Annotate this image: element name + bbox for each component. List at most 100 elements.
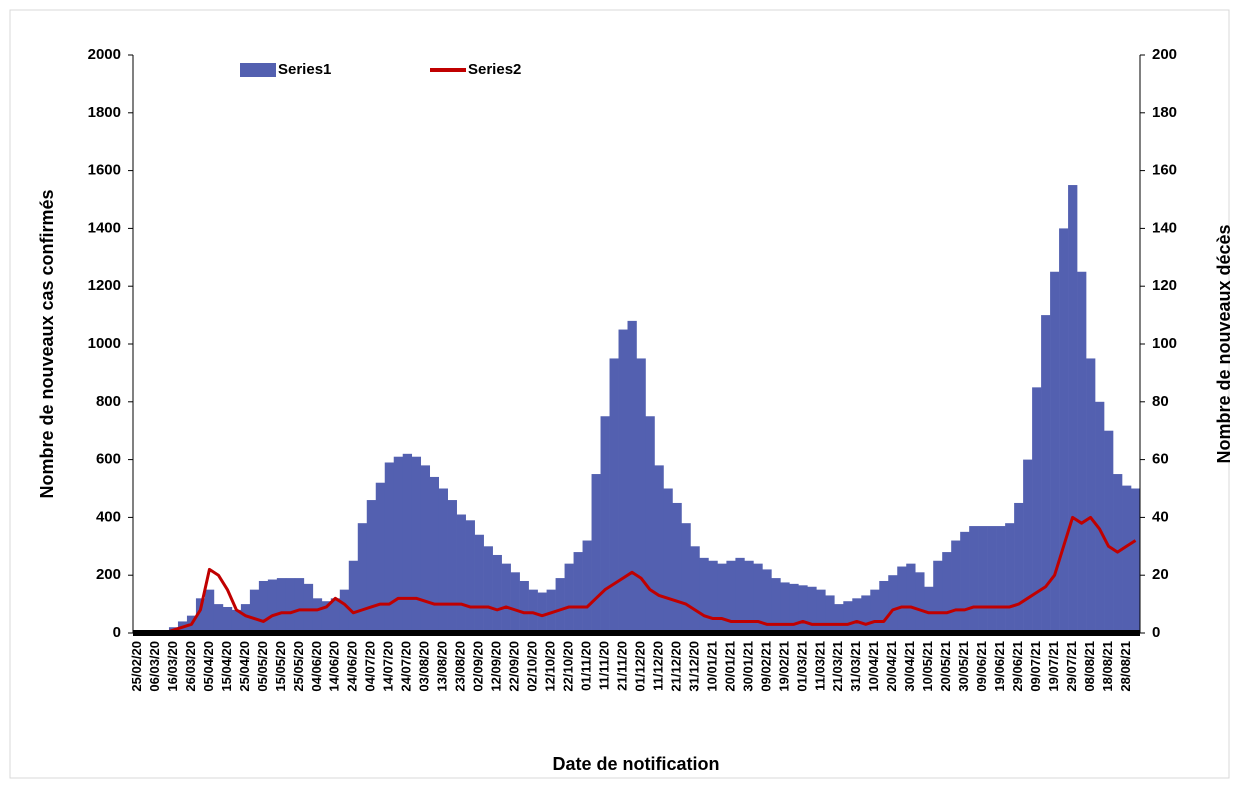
bar (780, 582, 790, 633)
y2-tick-label: 180 (1152, 104, 1177, 121)
bar (888, 575, 898, 633)
bar (510, 572, 520, 633)
bar (879, 580, 889, 633)
x-tick-label: 09/07/21 (1028, 641, 1043, 692)
bar (474, 534, 484, 633)
bar (213, 604, 224, 633)
bar (1095, 401, 1105, 633)
bar (564, 563, 574, 633)
bar (357, 523, 368, 633)
x-tick-label: 04/06/20 (309, 641, 324, 692)
bar (699, 557, 709, 633)
y-tick-label: 1200 (88, 277, 121, 294)
bar (951, 540, 961, 633)
bar (1041, 315, 1051, 633)
x-tick-label: 25/05/20 (291, 641, 306, 692)
bar (1059, 228, 1069, 633)
x-tick-label: 21/12/20 (668, 641, 683, 692)
bar (591, 474, 601, 633)
bar (348, 560, 359, 633)
bar (1032, 387, 1042, 633)
x-tick-label: 11/12/20 (650, 641, 665, 691)
y-tick-label: 200 (96, 566, 121, 583)
bar (195, 598, 206, 633)
x-tick-label: 21/11/20 (614, 641, 629, 691)
bar (870, 589, 880, 633)
y2-tick-label: 100 (1152, 335, 1177, 352)
bar (1104, 430, 1114, 633)
bar (411, 456, 422, 633)
bar (222, 606, 233, 633)
x-tick-label: 05/04/20 (201, 641, 216, 692)
bar (438, 488, 448, 633)
bar (312, 598, 323, 633)
bar (690, 546, 700, 633)
x-axis-title: Date de notification (552, 754, 719, 774)
bar (771, 578, 781, 633)
bar (366, 500, 377, 633)
legend-swatch (240, 63, 276, 77)
x-tick-label: 25/02/20 (129, 641, 144, 692)
x-tick-label: 24/07/20 (399, 641, 414, 692)
y-tick-label: 600 (96, 451, 121, 468)
bar (906, 563, 916, 633)
bar (1086, 358, 1096, 633)
bar (447, 500, 457, 633)
y2-tick-label: 0 (1152, 624, 1160, 641)
bar (294, 578, 305, 633)
bar (762, 569, 772, 633)
bar (384, 462, 395, 633)
bar (636, 358, 646, 633)
bar (645, 416, 655, 633)
y2-tick-label: 120 (1152, 277, 1177, 294)
bar (204, 589, 215, 633)
bar (816, 589, 826, 633)
y2-tick-label: 200 (1152, 46, 1177, 63)
x-tick-label: 23/08/20 (453, 641, 468, 692)
x-tick-label: 01/12/20 (632, 641, 647, 692)
bar (258, 580, 269, 633)
y2-tick-label: 160 (1152, 162, 1177, 179)
bar (843, 601, 853, 633)
bar (1122, 485, 1132, 633)
bar (726, 560, 736, 633)
x-tick-label: 10/05/21 (920, 641, 935, 692)
x-tick-label: 19/02/21 (776, 641, 791, 692)
y-axis-title: Nombre de nouveaux cas confirmés (37, 189, 57, 498)
x-tick-label: 11/03/21 (812, 641, 827, 691)
bar (537, 592, 547, 633)
bar (834, 604, 844, 633)
bar (942, 552, 952, 633)
bar (240, 604, 251, 633)
bar (744, 560, 754, 633)
x-tick-label: 29/07/21 (1064, 641, 1079, 692)
bar (1050, 271, 1060, 633)
bar (267, 579, 278, 633)
bar (798, 585, 808, 633)
bar (1023, 459, 1033, 633)
x-tick-label: 04/07/20 (363, 641, 378, 692)
x-tick-label: 18/08/21 (1100, 641, 1115, 692)
x-tick-label: 08/08/21 (1082, 641, 1097, 692)
x-tick-label: 11/11/20 (596, 641, 611, 690)
bar (573, 552, 583, 633)
bar (555, 578, 565, 633)
bar (501, 563, 511, 633)
bar (393, 456, 404, 633)
bar (600, 416, 610, 633)
y-tick-label: 1400 (88, 219, 121, 236)
bar (456, 514, 466, 633)
y2-tick-label: 40 (1152, 508, 1169, 525)
x-tick-label: 19/07/21 (1046, 641, 1061, 692)
x-tick-label: 19/06/21 (992, 641, 1007, 692)
legend-label: Series2 (468, 61, 521, 78)
x-tick-label: 26/03/20 (183, 641, 198, 692)
line-series (137, 515, 1137, 635)
bar (609, 358, 619, 633)
bar (852, 598, 862, 633)
x-tick-label: 01/11/20 (578, 641, 593, 691)
bar (663, 488, 673, 633)
y2-tick-label: 60 (1152, 451, 1169, 468)
bar (321, 601, 332, 633)
